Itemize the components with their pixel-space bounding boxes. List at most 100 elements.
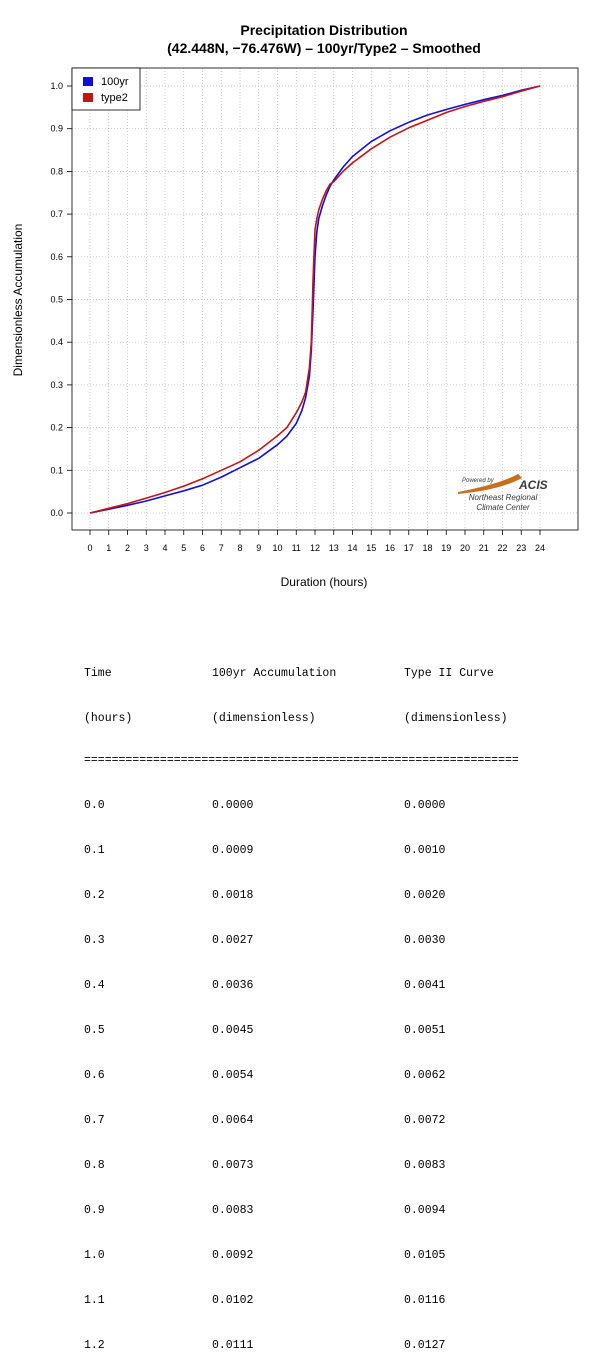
type2-cell: 0.0030 (404, 934, 446, 947)
time-cell: 0.4 (84, 979, 105, 992)
time-cell: 0.5 (84, 1024, 105, 1037)
type2-cell: 0.0094 (404, 1204, 446, 1217)
x-tick-label: 5 (181, 543, 186, 553)
accum-cell: 0.0036 (212, 979, 254, 992)
y-tick-label: 0.9 (50, 124, 63, 134)
type2-cell: 0.0062 (404, 1069, 446, 1082)
series-lines (89, 85, 541, 514)
grid (72, 68, 578, 530)
table-row: 0.2 0.0018 0.0020 (84, 888, 534, 903)
y-tick-label: 0.3 (50, 380, 63, 390)
x-tick-label: 19 (441, 543, 451, 553)
series-line-type2 (89, 85, 541, 514)
x-tick-label: 9 (256, 543, 261, 553)
y-tick-label: 0.8 (50, 166, 63, 176)
type2-cell: 0.0010 (404, 844, 446, 857)
accum-cell: 0.0111 (212, 1339, 254, 1352)
type2-cell: 0.0127 (404, 1339, 446, 1352)
legend-label-type2: type2 (101, 92, 128, 104)
y-tick-label: 0.2 (50, 423, 63, 433)
x-tick-label: 11 (292, 543, 301, 553)
plot-frame (71, 67, 579, 531)
accum-cell: 0.0045 (212, 1024, 254, 1037)
x-tick-label: 24 (535, 543, 545, 553)
y-axis-title: Dimensionless Accumulation (11, 224, 25, 377)
x-tick-label: 8 (237, 543, 242, 553)
x-tick-label: 16 (385, 543, 395, 553)
logo-line1: Northeast Regional (469, 493, 538, 502)
x-tick-label: 21 (479, 543, 489, 553)
y-tick-label: 0.0 (50, 508, 63, 518)
x-tick-label: 0 (87, 543, 92, 553)
x-axis: 0 1 2 3 4 5 6 7 8 9 10 11 12 13 14 15 16 17 18 19 20 21 22 23 24 (87, 530, 545, 553)
accum-cell: 0.0092 (212, 1249, 254, 1262)
table-header-row: (hours) (dimensionless) (dimensionless) (84, 711, 534, 726)
y-tick-label: 1.0 (50, 81, 63, 91)
time-cell: 1.1 (84, 1294, 105, 1307)
time-cell: 0.6 (84, 1069, 105, 1082)
table-row: 0.7 0.0064 0.0072 (84, 1113, 534, 1128)
accum-cell: 0.0064 (212, 1114, 254, 1127)
series-line-100yr (89, 85, 541, 514)
x-tick-label: 6 (200, 543, 205, 553)
y-tick-label: 0.6 (50, 252, 63, 262)
accum-cell: 0.0073 (212, 1159, 254, 1172)
time-cell: 0.3 (84, 934, 105, 947)
acis-logo: Powered by ACIS Northeast Regional Clima… (458, 474, 548, 512)
y-tick-label: 0.1 (50, 465, 63, 475)
x-tick-label: 10 (272, 543, 282, 553)
table-header-row: Time 100yr Accumulation Type II Curve (84, 666, 534, 681)
x-tick-label: 2 (125, 543, 130, 553)
table-row: 1.1 0.0102 0.0116 (84, 1293, 534, 1308)
x-tick-label: 23 (516, 543, 526, 553)
accum-cell: 0.0000 (212, 799, 254, 812)
time-cell: 0.0 (84, 799, 105, 812)
table-separator: ========================================… (84, 756, 519, 767)
x-tick-label: 4 (162, 543, 167, 553)
x-tick-label: 3 (144, 543, 149, 553)
chart-title: Precipitation Distribution (240, 22, 407, 38)
table-row: 0.4 0.0036 0.0041 (84, 978, 534, 993)
x-tick-label: 14 (347, 543, 357, 553)
time-cell: 0.8 (84, 1159, 105, 1172)
time-cell: 0.1 (84, 844, 105, 857)
x-tick-label: 22 (497, 543, 507, 553)
x-tick-label: 20 (460, 543, 470, 553)
accum-cell: 0.0027 (212, 934, 254, 947)
x-tick-label: 15 (366, 543, 376, 553)
time-cell: 0.2 (84, 889, 105, 902)
y-tick-label: 0.7 (50, 209, 63, 219)
x-tick-label: 1 (106, 543, 111, 553)
x-tick-label: 7 (219, 543, 224, 553)
y-tick-label: 0.4 (50, 337, 63, 347)
accum-cell: 0.0054 (212, 1069, 254, 1082)
chart: Precipitation Distribution (42.448N, −76… (11, 22, 579, 589)
y-tick-label: 0.5 (50, 295, 63, 305)
type2-cell: 0.0051 (404, 1024, 446, 1037)
accum-cell: 0.0018 (212, 889, 254, 902)
header-type2: Type II Curve (404, 667, 494, 680)
table-row: 0.5 0.0045 0.0051 (84, 1023, 534, 1038)
logo-line2: Climate Center (476, 503, 530, 512)
header-100yr: 100yr Accumulation (212, 667, 337, 680)
header-time-unit: (hours) (84, 712, 133, 725)
legend-box (71, 67, 141, 111)
y-axis: 0.0 0.1 0.2 0.3 0.4 0.5 0.6 0.7 0.8 0.9 1.0 (50, 81, 72, 518)
x-tick-label: 12 (310, 543, 320, 553)
type2-cell: 0.0041 (404, 979, 446, 992)
type2-cell: 0.0116 (404, 1294, 446, 1307)
header-time: Time (84, 667, 112, 680)
table-row: 1.0 0.0092 0.0105 (84, 1248, 534, 1263)
type2-cell: 0.0072 (404, 1114, 446, 1127)
accum-cell: 0.0009 (212, 844, 254, 857)
type2-cell: 0.0000 (404, 799, 446, 812)
legend-swatch-100yr (83, 77, 93, 86)
table-row: 1.2 0.0111 0.0127 (84, 1338, 534, 1353)
accum-cell: 0.0102 (212, 1294, 254, 1307)
x-axis-title: Duration (hours) (281, 575, 368, 589)
legend: 100yr type2 (71, 67, 141, 111)
legend-swatch-type2 (83, 93, 93, 102)
header-type2-unit: (dimensionless) (404, 712, 508, 725)
accum-cell: 0.0083 (212, 1204, 254, 1217)
table-row: 0.8 0.0073 0.0083 (84, 1158, 534, 1173)
